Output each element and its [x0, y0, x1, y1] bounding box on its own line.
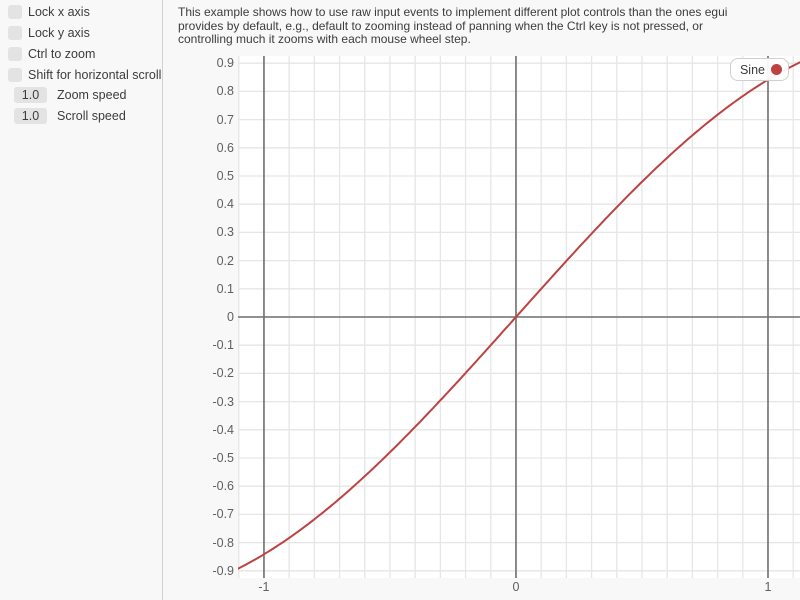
checkbox-lock-x-axis[interactable]: Lock x axis — [8, 3, 90, 21]
checkbox-shift-horizontal-scroll[interactable]: Shift for horizontal scroll — [8, 66, 161, 84]
y-tick-label: -0.2 — [212, 366, 234, 381]
description-text: This example shows how to use raw input … — [178, 5, 728, 47]
description-line: controlling much it zooms with each mous… — [178, 32, 471, 46]
panel-separator — [162, 0, 163, 600]
checkbox-label[interactable]: Shift for horizontal scroll — [28, 68, 162, 82]
checkbox-icon[interactable] — [8, 26, 22, 40]
y-tick-label: 0.5 — [216, 168, 234, 183]
checkbox-icon[interactable] — [8, 68, 22, 82]
y-tick-label: 0.9 — [216, 56, 234, 71]
checkbox-lock-y-axis[interactable]: Lock y axis — [8, 24, 90, 42]
scroll-speed-drag-value[interactable]: 1.0 — [14, 108, 47, 124]
legend-marker-icon — [771, 64, 782, 75]
y-tick-label: -0.9 — [212, 563, 234, 578]
x-tick-label: 1 — [764, 580, 772, 594]
x-tick-label: -1 — [258, 580, 270, 594]
control-sidebar: Lock x axis Lock y axis Ctrl to zoom Shi… — [0, 0, 162, 600]
y-tick-label: 0.3 — [216, 225, 234, 240]
y-tick-label: -0.6 — [212, 479, 234, 494]
checkbox-icon[interactable] — [8, 5, 22, 19]
y-tick-label: 0.6 — [216, 140, 234, 155]
y-tick-label: -0.4 — [212, 422, 234, 437]
checkbox-label[interactable]: Lock x axis — [28, 5, 90, 19]
drag-row-zoom-speed: 1.0 Zoom speed — [14, 87, 126, 103]
zoom-speed-label: Zoom speed — [57, 88, 127, 102]
legend-entry-sine[interactable]: Sine — [729, 58, 789, 81]
y-tick-label: 0.4 — [216, 197, 234, 212]
y-tick-label: -0.8 — [212, 535, 234, 550]
checkbox-label[interactable]: Ctrl to zoom — [28, 47, 96, 61]
checkbox-ctrl-to-zoom[interactable]: Ctrl to zoom — [8, 45, 95, 63]
y-tick-label: 0.8 — [216, 84, 234, 99]
y-tick-label: 0.7 — [216, 112, 234, 127]
legend-label: Sine — [739, 62, 765, 77]
plot-canvas — [238, 56, 800, 578]
checkbox-icon[interactable] — [8, 47, 22, 61]
zoom-speed-drag-value[interactable]: 1.0 — [14, 87, 47, 103]
x-tick-label: 0 — [512, 580, 520, 594]
scroll-speed-label: Scroll speed — [57, 109, 126, 123]
description-line: This example shows how to use raw input … — [178, 5, 728, 19]
plot-area[interactable]: Sine — [238, 56, 800, 578]
y-tick-label: -0.7 — [212, 507, 234, 522]
y-tick-label: -0.3 — [212, 394, 234, 409]
y-tick-label: 0.1 — [216, 281, 234, 296]
y-tick-label: -0.1 — [212, 338, 234, 353]
sine-curve — [238, 61, 800, 570]
drag-row-scroll-speed: 1.0 Scroll speed — [14, 108, 126, 124]
y-tick-label: 0 — [227, 310, 234, 324]
y-tick-label: 0.2 — [216, 253, 234, 268]
y-tick-label: -0.5 — [212, 451, 234, 465]
description-line: provides by default, e.g., default to zo… — [178, 18, 703, 33]
checkbox-label[interactable]: Lock y axis — [28, 26, 90, 40]
